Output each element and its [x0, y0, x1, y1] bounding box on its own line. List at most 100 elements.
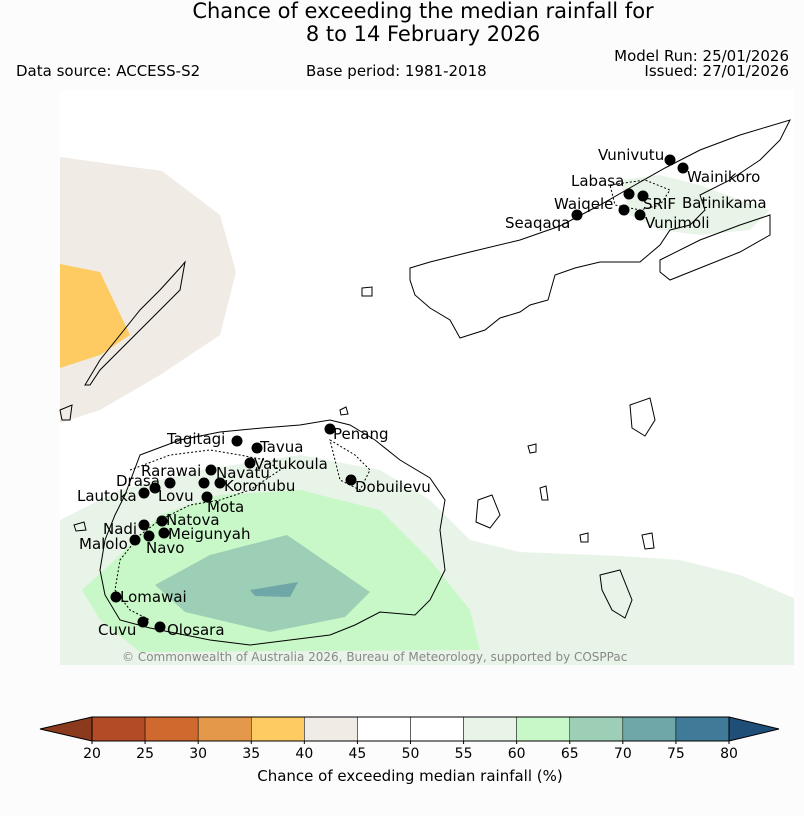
place-marker	[637, 190, 649, 202]
colorbar-tick-label: 80	[720, 746, 738, 762]
taveuni-coast	[659, 214, 771, 281]
ovalau-island	[629, 397, 656, 437]
place-wainikoro: Wainikoro	[677, 162, 760, 186]
colorbar-swatch	[144, 716, 199, 742]
colorbar-tick-label: 30	[189, 746, 207, 762]
place-markers: Vunivutu Wainikoro Labasa Waiqele SRIF B…	[77, 146, 767, 639]
place-label: Vatukoula	[254, 455, 328, 473]
small-island-6	[73, 521, 87, 532]
place-marker	[154, 621, 166, 633]
place-marker	[664, 154, 676, 166]
place-marker	[244, 457, 256, 469]
place-rarawai: Rarawai	[141, 462, 217, 480]
place-label: Rarawai	[141, 462, 201, 480]
colorbar-tick-label: 25	[136, 746, 154, 762]
small-island-7	[579, 532, 589, 543]
small-island-8	[339, 406, 349, 416]
place-marker	[156, 515, 168, 527]
place-marker	[129, 534, 141, 546]
place-label: Tagitagi	[166, 430, 225, 448]
place-label: Vunimoli	[645, 214, 710, 232]
zone-55-60-north	[620, 175, 770, 235]
place-label: SRIF	[643, 195, 676, 213]
place-label: Dobuilevu	[355, 478, 431, 496]
place-navatu: Navatu	[216, 464, 270, 482]
issued-label: Issued: 27/01/2026	[644, 62, 789, 80]
place-label: Malolo	[79, 535, 128, 553]
place-marker	[137, 616, 149, 628]
place-label: Vunivutu	[598, 146, 664, 164]
place-labasa: Labasa	[571, 172, 635, 200]
place-marker	[324, 423, 336, 435]
place-seaqaqa: Seaqaqa	[505, 209, 583, 232]
small-island-4	[361, 286, 373, 297]
zone-40-45	[60, 157, 236, 423]
viti-levu-coast	[99, 419, 446, 646]
place-marker	[138, 519, 150, 531]
place-marker	[571, 209, 583, 221]
colorbar-swatch	[675, 716, 730, 742]
colorbar-swatch	[197, 716, 252, 742]
place-label: Wainikoro	[687, 168, 760, 186]
place-batinikama: Batinikama	[682, 194, 767, 212]
place-marker	[158, 527, 170, 539]
colorbar-swatch	[91, 716, 146, 742]
colorbar-tick-label: 70	[614, 746, 632, 762]
colorbar-ticks: 20 25 30 35 40 45 50 55 60 65 70 75 80	[83, 741, 738, 762]
place-lomawai: Lomawai	[110, 588, 187, 606]
place-malolo: Malolo	[79, 534, 141, 553]
base-period-label: Base period: 1981-2018	[306, 62, 487, 80]
place-label: Navo	[146, 539, 184, 557]
map-title-line1: Chance of exceeding the median rainfall …	[192, 0, 654, 23]
colorbar-tick-label: 55	[455, 746, 473, 762]
place-label: Lomawai	[120, 588, 187, 606]
colorbar-tick-label: 20	[83, 746, 101, 762]
place-marker	[143, 530, 155, 542]
small-island-2	[641, 532, 655, 550]
place-label: Lovu	[158, 487, 194, 505]
place-vatukoula: Vatukoula	[244, 455, 328, 473]
place-label: Nadi	[103, 520, 137, 538]
place-cuvu: Cuvu	[98, 616, 149, 639]
colorbar-swatch	[251, 716, 305, 742]
place-marker	[138, 487, 150, 499]
place-tavua: Tavua	[251, 438, 303, 456]
place-vunimoli: Vunimoli	[634, 209, 710, 232]
zone-65-70	[155, 535, 370, 632]
colorbar-title: Chance of exceeding median rainfall (%)	[257, 767, 562, 785]
colorbar-tick-label: 45	[349, 746, 367, 762]
place-penang: Penang	[324, 423, 388, 443]
gau-island	[599, 569, 633, 619]
place-label: Olosara	[167, 621, 225, 639]
small-island-1	[539, 485, 549, 501]
colorbar-swatches	[91, 716, 730, 742]
place-marker	[677, 162, 689, 174]
place-marker	[201, 491, 213, 503]
place-tagitagi: Tagitagi	[166, 430, 243, 448]
place-marker	[198, 477, 210, 489]
place-marker	[634, 209, 646, 221]
place-marker	[205, 464, 217, 476]
colorbar-swatch	[304, 716, 358, 742]
koro-island	[475, 494, 501, 529]
vanua-levu-coast	[409, 119, 791, 339]
yasawa-islands	[84, 260, 186, 386]
place-label: Labasa	[571, 172, 624, 190]
colorbar-swatch	[622, 716, 677, 742]
colorbar-tick-label: 75	[667, 746, 685, 762]
coastlines	[59, 119, 791, 646]
colorbar: 20 25 30 35 40 45 50 55 60 65 70 75 80 Chance of exc…	[39, 716, 780, 785]
colorbar-tick-label: 65	[561, 746, 579, 762]
place-marker	[164, 477, 176, 489]
place-mota: Mota	[201, 491, 244, 516]
place-marker	[623, 188, 635, 200]
small-island-3	[527, 443, 537, 454]
place-label: Penang	[333, 425, 388, 443]
place-label: Lautoka	[77, 487, 137, 505]
place-marker	[214, 477, 226, 489]
place-label: Cuvu	[98, 621, 136, 639]
copyright-credit: © Commonwealth of Australia 2026, Bureau…	[122, 650, 627, 664]
place-marker	[251, 442, 263, 454]
colorbar-tick-label: 50	[402, 746, 420, 762]
place-label: Drasa	[116, 472, 160, 490]
